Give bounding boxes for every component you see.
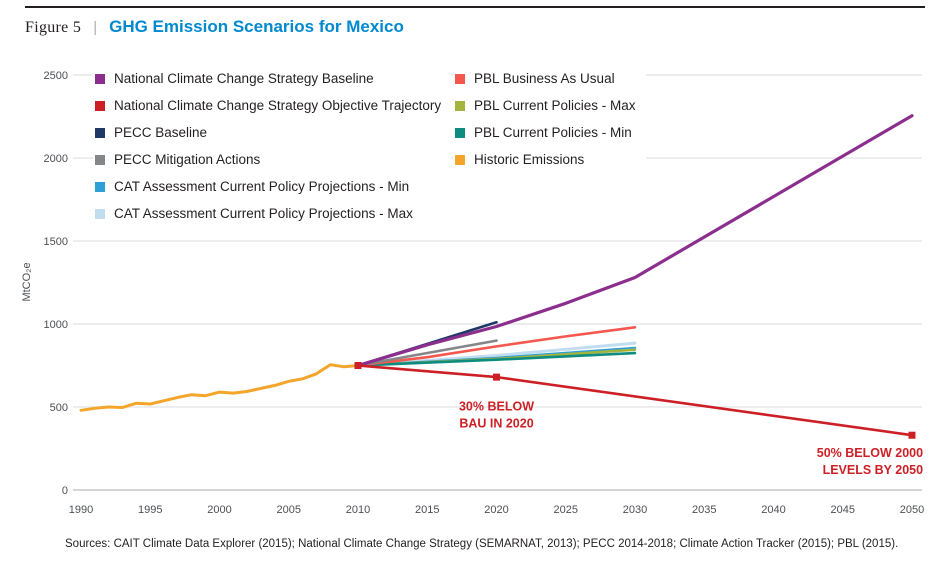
series-marker bbox=[493, 373, 500, 381]
legend-label: PECC Mitigation Actions bbox=[114, 152, 261, 167]
legend-swatch bbox=[95, 100, 105, 111]
x-tick-label: 2040 bbox=[761, 504, 785, 516]
x-tick-label: 2025 bbox=[554, 504, 578, 516]
series-line bbox=[356, 339, 498, 367]
legend-item: PBL Current Policies - Min bbox=[455, 119, 636, 146]
series-line bbox=[356, 351, 637, 367]
annotation-line: 30% BELOW bbox=[459, 399, 534, 413]
legend-swatch bbox=[455, 154, 465, 165]
legend-item: CAT Assessment Current Policy Projection… bbox=[95, 200, 441, 227]
legend-label: CAT Assessment Current Policy Projection… bbox=[114, 206, 413, 221]
legend-label: National Climate Change Strategy Baselin… bbox=[114, 71, 374, 86]
legend-swatch bbox=[95, 154, 105, 165]
y-axis-label: MtCO₂e bbox=[21, 262, 33, 301]
y-tick-label: 2500 bbox=[44, 70, 68, 82]
figure-title: GHG Emission Scenarios for Mexico bbox=[109, 17, 404, 36]
legend-label: CAT Assessment Current Policy Projection… bbox=[114, 179, 410, 194]
legend-label: PBL Current Policies - Max bbox=[474, 98, 636, 113]
legend-item: Historic Emissions bbox=[455, 146, 636, 173]
chart-annotation: 50% BELOW 2000 LEVELS BY 2050 bbox=[817, 446, 923, 477]
legend-label: National Climate Change Strategy Objecti… bbox=[114, 98, 442, 113]
y-tick-label: 500 bbox=[50, 402, 68, 414]
x-tick-label: 2005 bbox=[277, 504, 301, 516]
legend-item: CAT Assessment Current Policy Projection… bbox=[95, 173, 441, 200]
x-tick-label: 1995 bbox=[138, 504, 162, 516]
y-tick-label: 1500 bbox=[44, 236, 68, 248]
legend-right-column: PBL Business As Usual PBL Current Policie… bbox=[453, 63, 646, 175]
legend-left-column: National Climate Change Strategy Baselin… bbox=[93, 63, 452, 229]
legend-label: PBL Business As Usual bbox=[474, 71, 615, 86]
legend-item: PECC Baseline bbox=[95, 119, 441, 146]
legend-label: PECC Baseline bbox=[114, 125, 208, 140]
legend-swatch bbox=[455, 127, 465, 138]
legend-swatch bbox=[95, 127, 105, 138]
x-tick-label: 2015 bbox=[415, 504, 439, 516]
legend-swatch bbox=[95, 181, 105, 192]
legend-item: PBL Current Policies - Max bbox=[455, 92, 636, 119]
legend-swatch bbox=[95, 208, 105, 219]
x-tick-label: 2020 bbox=[484, 504, 508, 516]
series-line bbox=[356, 325, 637, 367]
legend-item: National Climate Change Strategy Objecti… bbox=[95, 92, 441, 119]
sources-note: Sources: CAIT Climate Data Explorer (201… bbox=[65, 538, 899, 550]
series-line bbox=[356, 364, 914, 437]
series-marker bbox=[908, 431, 916, 439]
figure-separator: | bbox=[93, 19, 98, 36]
legend-label: PBL Current Policies - Min bbox=[474, 125, 632, 140]
x-tick-label: 2050 bbox=[900, 504, 924, 516]
annotation-line: LEVELS BY 2050 bbox=[823, 463, 924, 477]
x-tick-label: 2030 bbox=[623, 504, 647, 516]
annotation-line: BAU IN 2020 bbox=[459, 416, 533, 430]
legend-item: PBL Business As Usual bbox=[455, 65, 636, 92]
x-tick-label: 2010 bbox=[346, 504, 370, 516]
x-tick-label: 2035 bbox=[692, 504, 716, 516]
legend-swatch bbox=[95, 73, 105, 84]
annotation-line: 50% BELOW 2000 bbox=[817, 446, 923, 460]
x-tick-label: 2000 bbox=[207, 504, 231, 516]
series-marker bbox=[354, 362, 362, 369]
series-line bbox=[356, 114, 914, 368]
legend-item: PECC Mitigation Actions bbox=[95, 146, 441, 173]
legend-swatch bbox=[455, 73, 465, 84]
legend-swatch bbox=[455, 100, 465, 111]
y-tick-label: 0 bbox=[62, 485, 68, 497]
legend-item: National Climate Change Strategy Baselin… bbox=[95, 65, 441, 92]
series-line bbox=[79, 363, 360, 412]
y-tick-label: 2000 bbox=[44, 153, 68, 165]
y-tick-label: 1000 bbox=[44, 319, 68, 331]
figure-label: Figure 5 bbox=[25, 19, 82, 36]
chart-annotation: 30% BELOW BAU IN 2020 bbox=[459, 399, 534, 430]
x-tick-label: 2045 bbox=[831, 504, 855, 516]
x-tick-label: 1990 bbox=[69, 504, 93, 516]
figure-header: Figure 5 | GHG Emission Scenarios for Me… bbox=[25, 6, 925, 37]
legend-label: Historic Emissions bbox=[474, 152, 585, 167]
